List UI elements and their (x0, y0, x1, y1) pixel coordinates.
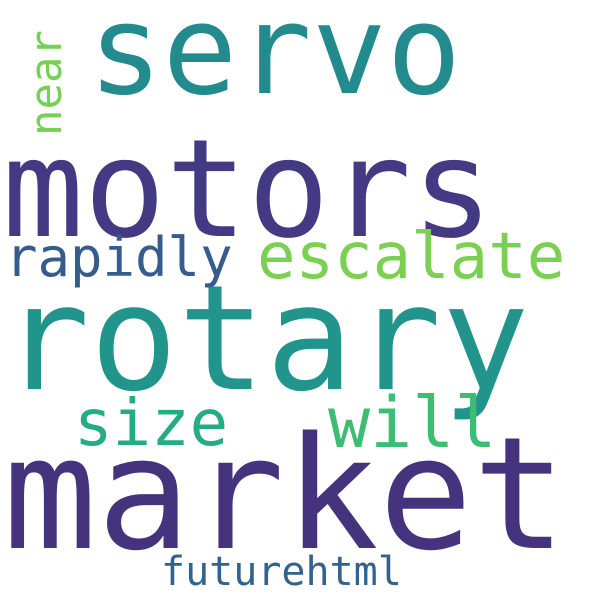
word-market: market (3, 403, 567, 585)
word-near-text: near (21, 30, 72, 136)
word-servo: servo (88, 0, 462, 123)
word-escalate: escalate (257, 220, 566, 294)
word-rapidly: rapidly (5, 226, 233, 289)
word-will: will (328, 382, 497, 464)
word-size: size (74, 387, 229, 461)
word-futurehtml: futurehtml (161, 549, 402, 595)
word-near: near (19, 8, 72, 136)
word-rotary: rotary (2, 254, 530, 424)
word-motors: motors (2, 111, 494, 269)
